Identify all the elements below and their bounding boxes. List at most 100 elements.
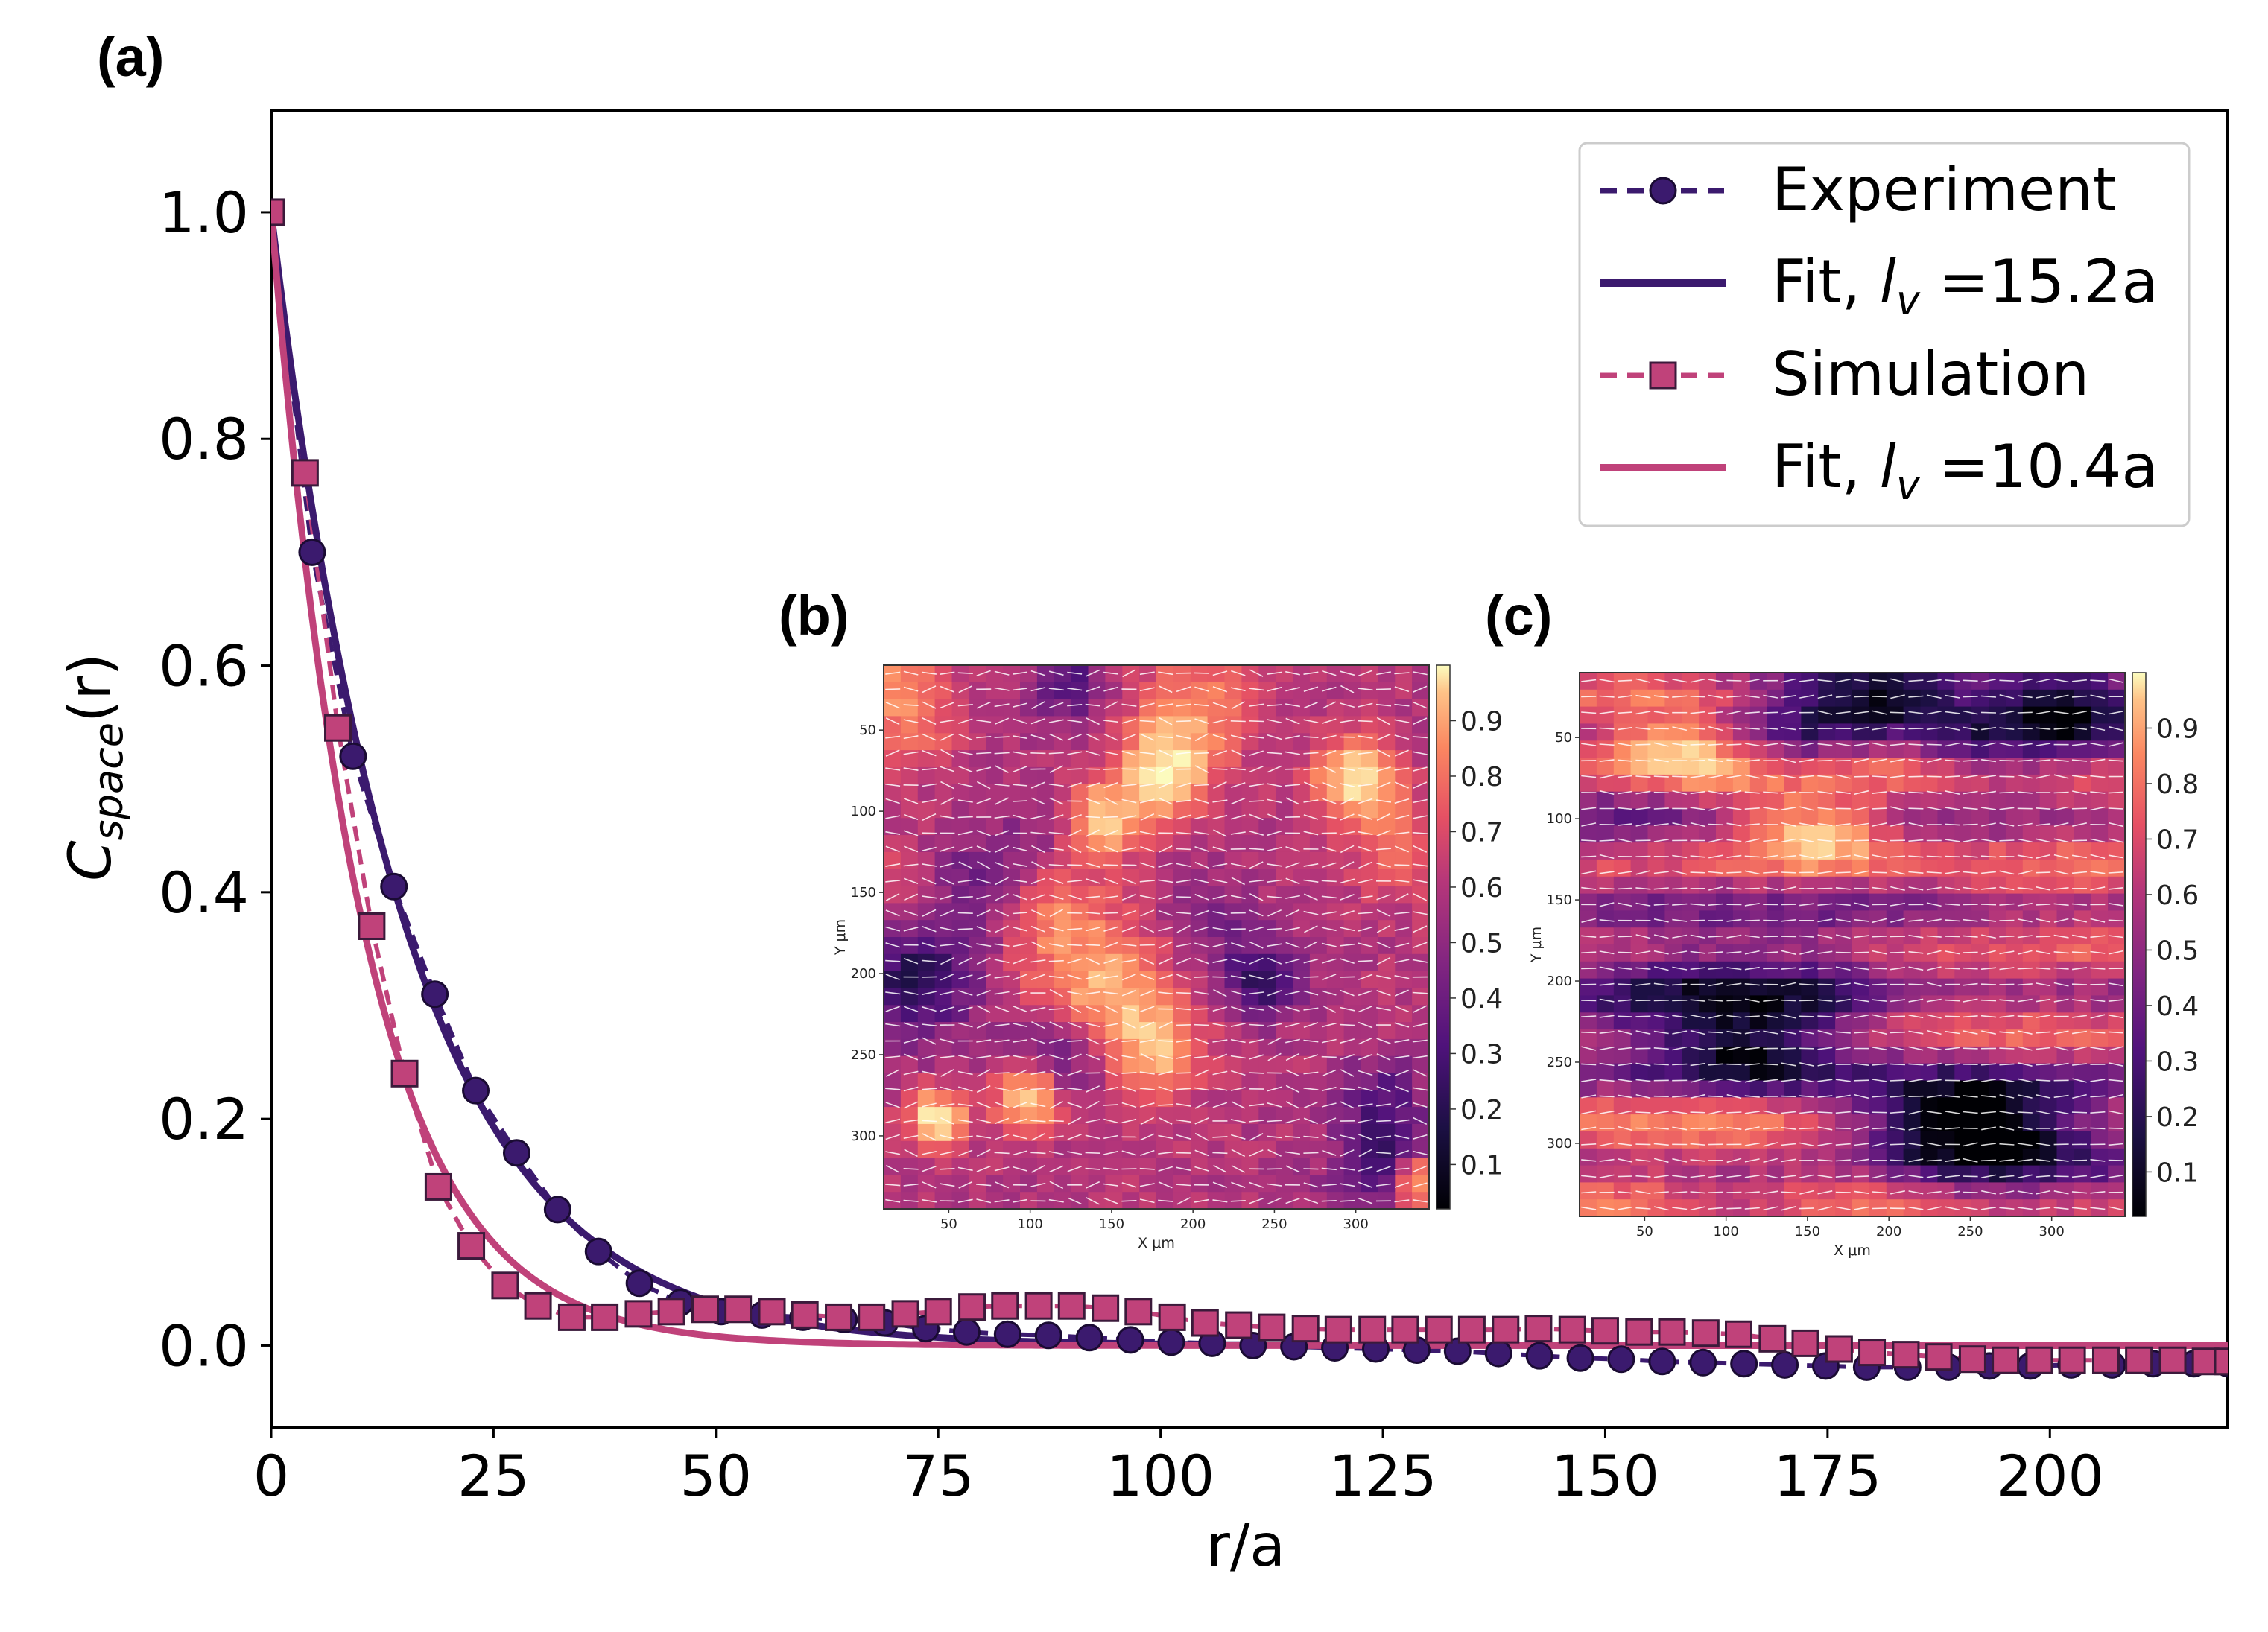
velocity-arrow <box>1817 775 1833 778</box>
velocity-arrow <box>994 687 1010 691</box>
heatmap-cell <box>1682 689 1700 708</box>
heatmap-cell <box>1647 893 1666 912</box>
velocity-arrow <box>1708 903 1724 906</box>
heatmap-cell <box>1920 978 1939 997</box>
heatmap-cell <box>1020 1158 1038 1176</box>
heatmap-cell <box>1054 988 1072 1006</box>
velocity-arrow <box>957 1055 973 1060</box>
heatmap-cell <box>1378 971 1396 989</box>
heatmap-cell <box>1699 1131 1717 1149</box>
velocity-arrow <box>1285 1135 1301 1139</box>
velocity-arrow <box>1744 1207 1760 1210</box>
velocity-arrow <box>2072 790 2087 795</box>
heatmap-cell <box>1258 1192 1276 1209</box>
simulation-point <box>1858 1339 1887 1367</box>
heatmap-cell <box>1903 961 1922 979</box>
velocity-arrow <box>1690 1143 1705 1146</box>
velocity-arrow <box>1672 743 1688 746</box>
velocity-arrow <box>1358 735 1373 739</box>
velocity-arrow <box>957 1022 973 1028</box>
velocity-arrow <box>1048 847 1064 851</box>
velocity-arrow <box>1194 784 1210 787</box>
heatmap-cell <box>1699 774 1717 793</box>
velocity-arrow <box>1139 798 1155 804</box>
heatmap-cell <box>969 784 987 802</box>
heatmap-cell <box>969 886 987 904</box>
heatmap-cell <box>1156 971 1174 989</box>
heatmap-cell <box>951 1055 970 1074</box>
velocity-arrow <box>1285 1118 1300 1124</box>
velocity-arrow <box>1799 1142 1814 1147</box>
velocity-arrow <box>977 860 991 869</box>
velocity-arrow <box>1599 871 1615 874</box>
velocity-arrow <box>1176 686 1191 693</box>
heatmap-cell <box>969 971 987 989</box>
velocity-arrow <box>1581 807 1597 810</box>
heatmap-cell <box>1818 1080 1836 1099</box>
velocity-arrow <box>1690 903 1705 907</box>
velocity-arrow <box>1140 1021 1155 1029</box>
heatmap-cell <box>1613 706 1632 725</box>
heatmap-cell <box>1852 1080 1870 1099</box>
velocity-arrow <box>2036 904 2051 906</box>
velocity-arrow <box>2017 902 2033 907</box>
panel-label-c: (c) <box>1485 585 1552 647</box>
heatmap-cell <box>1903 1097 1922 1115</box>
heatmap-cell <box>1309 682 1328 700</box>
velocity-arrow <box>1249 1023 1264 1026</box>
velocity-arrow <box>1981 742 1996 747</box>
heatmap-cell <box>1088 784 1106 802</box>
velocity-arrow <box>1158 703 1173 707</box>
heatmap-cell <box>1378 818 1396 836</box>
velocity-arrow <box>940 957 954 965</box>
heatmap-cell <box>2091 689 2109 708</box>
velocity-arrow <box>1672 1175 1688 1178</box>
heatmap-cell <box>1003 1038 1021 1057</box>
heatmap-cell <box>2022 910 2041 928</box>
velocity-arrow <box>922 1133 937 1141</box>
velocity-arrow <box>1285 958 1300 964</box>
velocity-arrow <box>1121 798 1137 804</box>
heatmap-cell <box>1903 1012 1922 1030</box>
velocity-arrow <box>1121 893 1136 901</box>
velocity-arrow <box>2017 918 2033 923</box>
main-plot-frame <box>270 109 2229 1429</box>
heatmap-cell <box>1412 1038 1429 1057</box>
velocity-arrow <box>1067 1021 1082 1029</box>
heatmap-cell <box>1784 893 1802 912</box>
velocity-arrow <box>1249 735 1264 739</box>
velocity-arrow <box>1013 1086 1027 1091</box>
heatmap-cell <box>1054 716 1072 734</box>
velocity-arrow <box>1708 838 1723 843</box>
velocity-arrow <box>1139 1102 1155 1108</box>
velocity-arrow <box>1103 845 1118 853</box>
heatmap-cell <box>1105 733 1124 751</box>
velocity-arrow <box>1908 998 1924 1003</box>
velocity-arrow <box>940 877 954 885</box>
heatmap-cell <box>1647 1199 1666 1216</box>
velocity-arrow <box>2072 1046 2087 1051</box>
heatmap-cell <box>1173 835 1191 853</box>
simulation-point <box>624 1300 653 1328</box>
velocity-arrow <box>1744 1047 1760 1050</box>
heatmap-cell <box>1224 835 1243 853</box>
heatmap-cell <box>2074 1148 2092 1166</box>
velocity-arrow <box>994 1023 1010 1027</box>
velocity-arrow <box>1835 774 1851 779</box>
heatmap-cell <box>917 665 936 683</box>
velocity-arrow <box>1085 1006 1100 1012</box>
velocity-arrow <box>1086 1197 1100 1205</box>
velocity-arrow <box>1581 775 1597 778</box>
heatmap-cell <box>1971 893 1989 912</box>
heatmap-cell <box>1886 876 1904 895</box>
velocity-arrow <box>1672 1046 1688 1051</box>
velocity-arrow <box>2053 1030 2069 1035</box>
heatmap-cell <box>1580 978 1597 997</box>
heatmap-cell <box>1207 1038 1226 1057</box>
velocity-arrow <box>940 894 955 900</box>
heatmap-cell <box>1326 1107 1345 1125</box>
velocity-arrow <box>976 1021 991 1029</box>
heatmap-cell <box>1749 791 1768 810</box>
heatmap-cell <box>1716 1012 1734 1030</box>
velocity-arrow <box>903 863 919 867</box>
